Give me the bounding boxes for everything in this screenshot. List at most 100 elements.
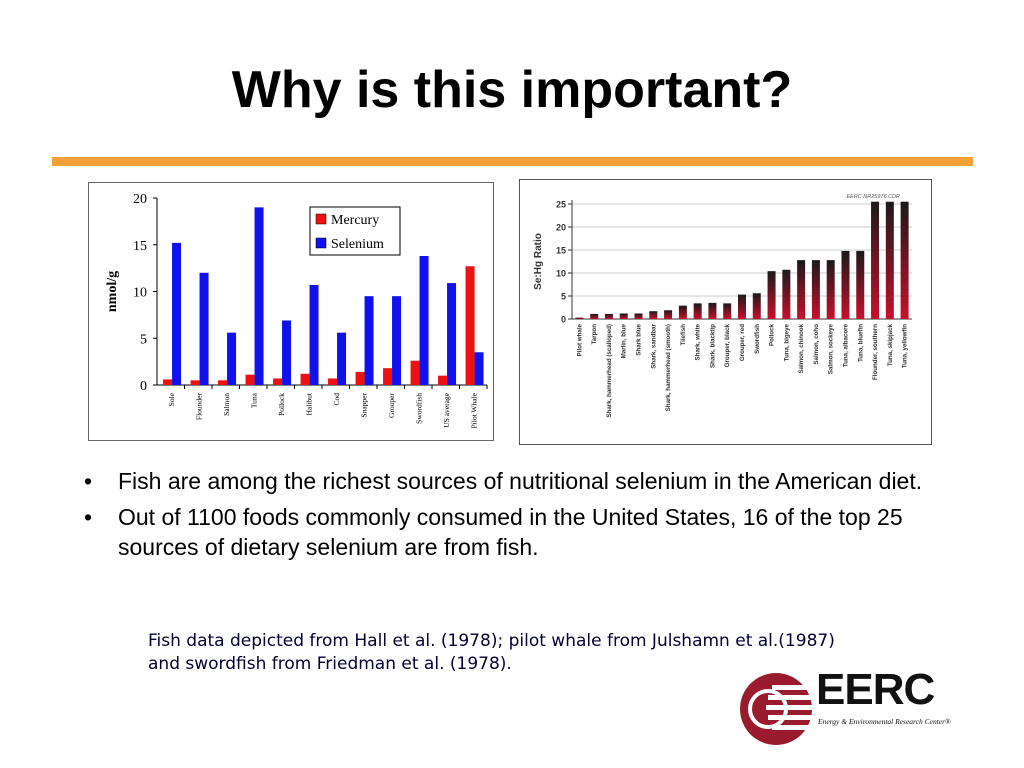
bar-selenium [199,272,209,385]
x-tick-label: Tuna, bigeye [783,323,790,361]
y-axis-label: Se:Hg Ratio [533,233,544,290]
y-tick-label: 25 [556,200,566,210]
y-tick-label: 0 [140,379,147,394]
bar-selenium [364,296,374,385]
ratio-bar [575,317,584,319]
y-tick-label: 15 [556,246,566,256]
bar-selenium [282,320,292,385]
source-footnote: Fish data depicted from Hall et al. (197… [148,630,888,676]
bar-mercury [383,368,393,385]
ratio-bar [900,201,909,319]
y-tick-label: 20 [133,192,147,207]
x-tick-label: Shark, white [695,323,702,360]
mercury-selenium-chart: 0 5 10 15 20 nmol/g Sole Flounder Salmon Tuna Poll… [88,182,494,441]
ratio-bar [693,303,702,319]
bar-mercury [190,380,200,385]
ratio-bar [738,294,746,319]
y-tick-label: 0 [561,315,566,325]
chart-watermark: EERC NR25976.CDR [847,194,901,200]
ratio-bar [811,260,820,319]
footnote-line: Fish data depicted from Hall et al. (197… [148,631,835,651]
bar-mercury [273,378,283,385]
bar-selenium [337,332,347,385]
x-tick-label: Pollock [769,323,776,346]
bar-mercury [465,266,475,385]
bar-mercury [355,371,365,385]
eerc-logo: EERC Energy & Environmental Research Cen… [738,665,978,755]
x-tick-label: Tarpon [591,324,598,345]
title-divider [52,157,973,166]
ratio-bar [664,310,673,319]
bar-mercury [438,375,448,385]
y-tick-label: 10 [556,269,566,279]
bar-mercury [328,378,338,385]
legend-label: Mercury [331,213,379,228]
legend-swatch [315,213,327,225]
y-tick-label: 10 [133,286,147,301]
y-tick-label: 5 [561,292,566,302]
x-tick-label: Salmon, sockeye [828,323,835,374]
ratio-bar [708,302,717,319]
ratio-bar [797,260,806,319]
x-tick-label: Flounder [194,393,203,421]
eerc-emblem-icon [740,673,814,745]
x-tick-label: Pilot whale [576,323,583,356]
bullet-item: • Out of 1100 foods commonly consumed in… [80,502,950,562]
slide-title: Why is this important? [231,61,793,119]
ratio-bar [841,250,850,319]
ratio-bar [826,260,835,319]
x-tick-label: Tuna, yellowfin [902,324,909,368]
bullet-list: • Fish are among the richest sources of … [80,466,950,568]
bar-mercury [218,380,228,385]
x-tick-label: Grouper, red [739,324,746,361]
bar-selenium [392,296,402,385]
x-tick-label: Salmon [222,393,231,416]
x-tick-label: Tuna, albacore [842,323,849,367]
x-tick-label: Swordfish [754,324,761,354]
ratio-bar [604,313,613,319]
legend-label: Selenium [331,237,384,252]
bullet-item: • Fish are among the richest sources of … [80,466,950,496]
x-tick-label: Tilefish [680,324,687,346]
y-tick-label: 20 [556,223,566,233]
bar-mercury [245,374,255,385]
x-tick-label: Tuna, bluefin [857,324,864,362]
ratio-bar [619,313,628,319]
ratio-bar [590,313,599,319]
x-tick-label: Grouper, black [724,323,731,367]
mercury-selenium-chart-svg: 0 5 10 15 20 nmol/g Sole Flounder Salmon Tuna Poll… [105,192,488,428]
x-tick-label: Pollock [277,393,286,416]
x-tick-label: Salmon, coho [813,324,820,365]
x-tick-label: Snapper [359,392,368,417]
bar-selenium [474,352,484,385]
bullet-dot-icon: • [84,504,93,530]
bar-selenium [419,255,429,385]
x-tick-label: US average [442,392,451,427]
y-axis-label: nmol/g [105,271,120,312]
x-tick-label: Cod [332,393,341,406]
x-tick-label: Tuna, skipjack [887,323,894,366]
x-tick-label: Shark blue [636,323,643,355]
ratio-bar [782,269,791,319]
bar-mercury [300,373,310,385]
ratio-bar [885,201,894,319]
logo-subtitle: Energy & Environmental Research Center® [818,717,951,726]
bar-selenium [309,284,319,385]
ratio-bar [767,271,776,319]
se-hg-ratio-chart-svg: EERC NR25976.CDR 0 5 10 15 20 25 Se:Hg Ratio Pil… [533,194,912,418]
x-tick-label: Shark, blacktip [709,324,716,368]
ratio-bar [723,303,732,319]
ratio-bar [752,293,761,319]
legend-swatch [315,237,327,249]
ratio-bar [649,311,658,319]
bar-selenium [172,242,182,385]
bar-selenium [447,283,457,385]
bullet-dot-icon: • [84,468,93,494]
x-tick-label: Grouper [387,393,396,418]
bullet-text: Fish are among the richest sources of nu… [118,468,923,494]
ratio-bar [634,313,643,319]
x-tick-label: Halibut [304,392,313,415]
ratio-bar [871,201,880,319]
x-tick-label: Pilot Whale [469,392,478,428]
x-tick-label: Swordfish [414,393,423,424]
